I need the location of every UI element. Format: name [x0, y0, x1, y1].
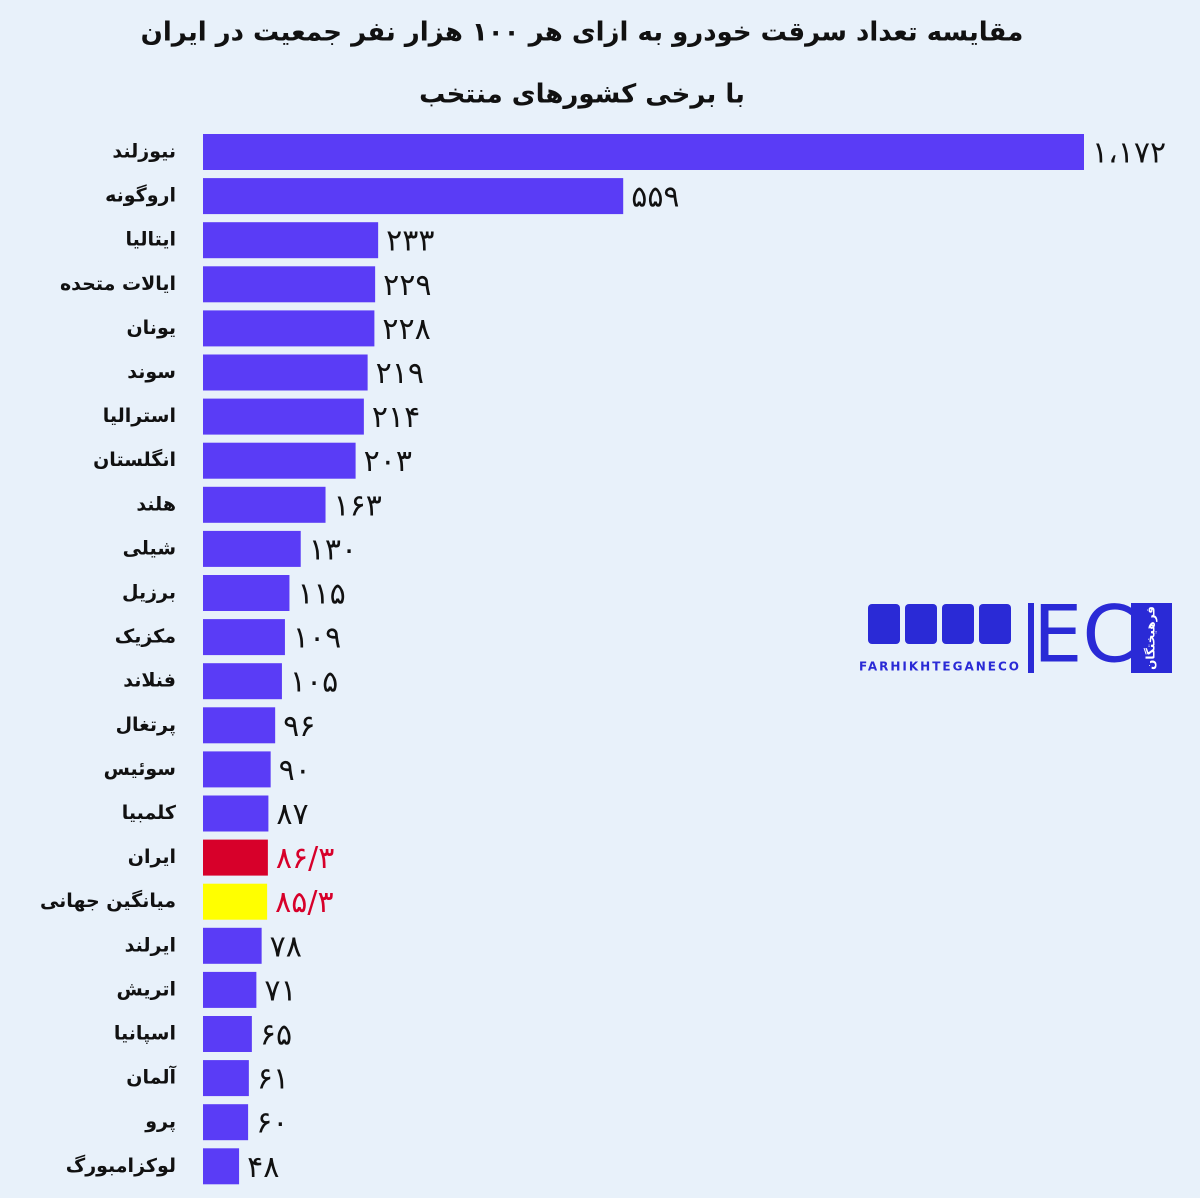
category-label: پرتغال — [116, 714, 176, 736]
bar — [203, 178, 624, 215]
category-label: ایتالیا — [125, 229, 176, 251]
chart-title: مقایسه تعداد سرقت خودرو به ازای هر ۱۰۰ ه… — [141, 18, 1024, 48]
logo-mark: EC — [1033, 590, 1137, 680]
value-label: ۸۷ — [276, 797, 308, 832]
value-label: ۶۰ — [256, 1106, 288, 1141]
logo-name: فرهیختگان — [1144, 606, 1158, 670]
bar — [203, 354, 368, 391]
category-label: کلمبیا — [122, 802, 177, 824]
category-label: نیوزلند — [112, 141, 176, 163]
bar — [203, 575, 290, 611]
value-label: ۹۶ — [283, 709, 315, 744]
value-label: ۲۰۳ — [364, 444, 412, 479]
youtube-icon — [905, 604, 937, 644]
value-label: ۲۲۹ — [383, 268, 431, 303]
bar — [203, 883, 268, 920]
bar — [203, 663, 282, 700]
value-label: ۱۰۵ — [290, 665, 338, 700]
bar — [203, 619, 285, 656]
bar — [203, 310, 375, 347]
logo-handle: FARHIKHTEGANECO — [859, 660, 1021, 674]
bar — [203, 266, 376, 303]
logo: FARHIKHTEGANECO EC فرهیختگان — [859, 590, 1172, 680]
value-label: ۶۵ — [260, 1018, 292, 1053]
category-label: ایالات متحده — [60, 273, 176, 295]
category-label: استرالیا — [103, 405, 176, 427]
bar — [203, 795, 269, 832]
value-label: ۲۱۴ — [372, 400, 420, 435]
bar — [203, 442, 356, 479]
value-label: ۷۱ — [264, 973, 296, 1008]
chart-subtitle: با برخی کشورهای منتخب — [419, 80, 745, 110]
value-label: ۴۸ — [247, 1150, 279, 1185]
category-label: یونان — [126, 317, 176, 339]
bar — [203, 134, 1084, 170]
category-label: سوئیس — [104, 758, 176, 780]
category-label: میانگین جهانی — [40, 889, 176, 912]
bar — [203, 1060, 249, 1097]
bar — [203, 751, 271, 788]
logo-divider — [1028, 603, 1034, 673]
category-label: اسپانیا — [114, 1023, 176, 1045]
category-label: ایران — [128, 846, 176, 868]
value-label: ۲۳۳ — [386, 224, 434, 259]
category-label: برزیل — [122, 582, 176, 604]
logo-box — [1131, 603, 1172, 673]
category-label: مکزیک — [115, 626, 176, 648]
bar — [203, 839, 268, 876]
category-label: پرو — [144, 1111, 176, 1133]
value-label: ۸۶/۳ — [276, 841, 334, 876]
value-label: ۱۰۹ — [293, 621, 341, 656]
category-label: سوند — [127, 361, 176, 383]
bar — [203, 927, 262, 964]
instagram-icon — [942, 604, 974, 644]
value-label: ۶۱ — [257, 1062, 289, 1097]
value-label: ۱،۱۷۲ — [1092, 136, 1166, 171]
value-label: ۱۶۳ — [334, 488, 382, 523]
value-label: ۱۳۰ — [309, 532, 357, 567]
bar — [203, 1104, 249, 1141]
bar — [203, 1016, 252, 1052]
bar — [203, 222, 379, 259]
bar — [203, 707, 276, 744]
category-label: هلند — [136, 493, 176, 515]
category-label: فنلاند — [123, 670, 176, 692]
bar — [203, 398, 364, 435]
bar — [203, 530, 301, 567]
category-label: اتریش — [117, 978, 176, 1000]
category-label: آلمان — [126, 1065, 176, 1089]
bar — [203, 971, 257, 1008]
value-label: ۱۱۵ — [297, 577, 345, 612]
telegram-icon — [979, 604, 1011, 644]
category-label: اروگونه — [105, 184, 176, 207]
category-label: لوکزامبورگ — [66, 1154, 176, 1177]
category-label: شیلی — [123, 537, 176, 559]
value-label: ۹۰ — [279, 753, 311, 788]
value-label: ۷۸ — [270, 929, 302, 964]
category-label: انگلستان — [93, 448, 176, 471]
value-label: ۸۵/۳ — [275, 885, 333, 920]
x-icon — [868, 604, 900, 644]
value-label: ۲۱۹ — [376, 356, 424, 391]
category-label: ایرلند — [125, 934, 176, 956]
bar — [203, 486, 326, 523]
value-label: ۵۵۹ — [631, 180, 679, 215]
bar — [203, 1148, 240, 1185]
value-label: ۲۲۸ — [382, 312, 430, 347]
